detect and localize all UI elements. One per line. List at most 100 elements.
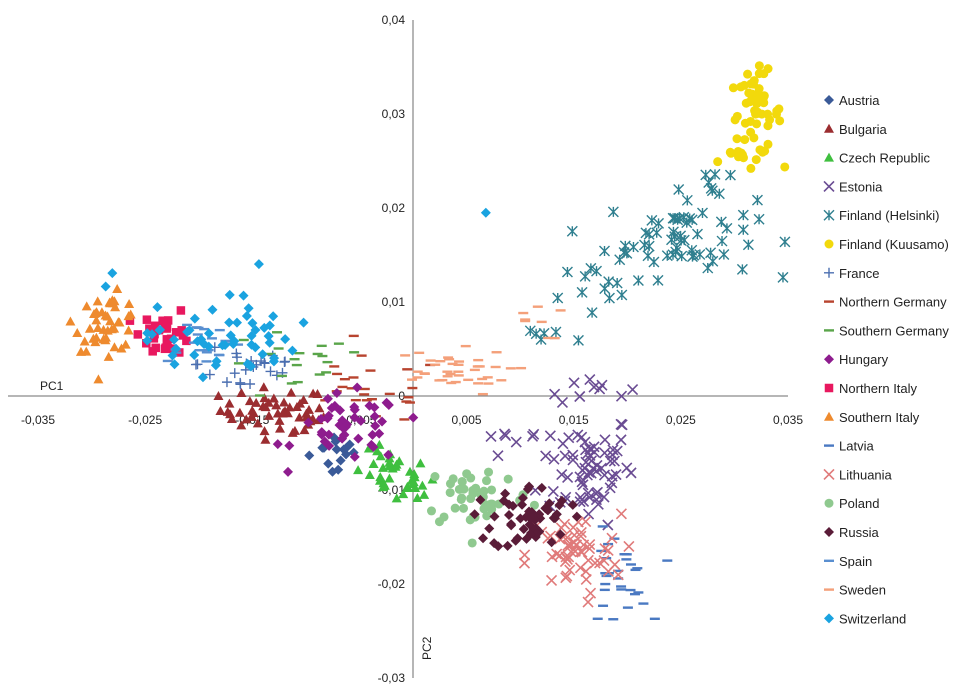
point-czech-republic bbox=[404, 466, 415, 476]
point-poland bbox=[482, 476, 492, 486]
point-lithuania bbox=[580, 516, 592, 528]
legend-label-northern-germany: Northern Germany bbox=[839, 295, 947, 310]
point-southern-italy bbox=[81, 301, 92, 311]
point-northern-italy bbox=[142, 315, 152, 324]
point-lithuania bbox=[565, 538, 577, 550]
point-northern-germany bbox=[350, 398, 361, 402]
point-poland bbox=[468, 489, 478, 499]
point-sweden bbox=[453, 370, 464, 373]
point-latvia bbox=[608, 618, 619, 621]
point-hungary bbox=[408, 412, 419, 423]
point-southern-italy bbox=[109, 296, 120, 306]
point-hungary bbox=[383, 449, 394, 460]
legend-item-spain: Spain bbox=[824, 554, 872, 569]
point-czech-republic bbox=[410, 482, 421, 492]
point-hungary bbox=[284, 440, 295, 451]
point-finland-helsinki bbox=[713, 188, 725, 200]
point-hungary bbox=[368, 442, 379, 453]
point-southern-germany bbox=[291, 363, 302, 367]
point-switzerland bbox=[217, 340, 228, 351]
point-sweden bbox=[414, 351, 425, 355]
point-southern-italy bbox=[92, 296, 103, 306]
point-russia bbox=[489, 538, 500, 549]
point-switzerland bbox=[246, 339, 257, 350]
point-estonia bbox=[591, 459, 603, 472]
point-russia bbox=[571, 511, 582, 522]
point-russia bbox=[517, 492, 528, 503]
point-southern-italy bbox=[91, 332, 102, 342]
point-czech-republic bbox=[415, 458, 426, 468]
point-russia bbox=[517, 499, 528, 510]
point-bulgaria bbox=[303, 404, 314, 414]
y-tick-label: -0,03 bbox=[378, 671, 406, 684]
point-switzerland bbox=[224, 317, 235, 328]
point-switzerland bbox=[155, 324, 166, 335]
legend-marker-bulgaria bbox=[824, 123, 834, 133]
point-bulgaria bbox=[234, 407, 245, 417]
point-bulgaria bbox=[226, 413, 237, 423]
point-sweden bbox=[520, 318, 531, 321]
point-finland-helsinki bbox=[667, 249, 679, 261]
point-finland-helsinki bbox=[591, 265, 603, 277]
point-estonia bbox=[610, 469, 622, 481]
point-bulgaria bbox=[236, 387, 247, 397]
point-northern-italy bbox=[178, 331, 188, 340]
point-finland-helsinki bbox=[694, 248, 706, 260]
legend-label-france: France bbox=[839, 266, 879, 281]
point-lithuania bbox=[599, 543, 611, 555]
point-finland-kuusamo bbox=[754, 84, 764, 94]
point-northern-germany bbox=[403, 396, 414, 399]
point-northern-italy bbox=[158, 316, 167, 326]
x-axis-title: PC1 bbox=[40, 379, 64, 393]
legend-marker-poland bbox=[824, 498, 834, 508]
point-austria bbox=[344, 439, 355, 450]
point-russia bbox=[555, 529, 566, 540]
point-czech-republic bbox=[378, 462, 389, 472]
x-tick-label: 0,005 bbox=[452, 413, 482, 427]
point-finland-helsinki bbox=[550, 326, 562, 338]
point-northern-italy bbox=[150, 321, 160, 331]
point-finland-helsinki bbox=[607, 206, 619, 218]
point-france bbox=[204, 369, 215, 380]
point-spain bbox=[191, 326, 202, 329]
point-france bbox=[265, 366, 276, 377]
legend-item-sweden: Sweden bbox=[824, 583, 886, 598]
point-sweden bbox=[454, 360, 465, 363]
point-northern-italy bbox=[149, 334, 159, 343]
point-latvia bbox=[596, 549, 607, 553]
point-lithuania bbox=[594, 557, 606, 569]
point-hungary bbox=[316, 413, 327, 424]
point-northern-italy bbox=[125, 316, 135, 325]
legend-item-northern-italy: Northern Italy bbox=[824, 381, 918, 396]
point-austria bbox=[304, 450, 315, 461]
point-latvia bbox=[613, 577, 624, 580]
point-hungary bbox=[326, 403, 337, 414]
point-estonia bbox=[606, 470, 618, 482]
point-northern-germany bbox=[348, 376, 359, 379]
point-southern-germany bbox=[349, 351, 360, 354]
legend-label-austria: Austria bbox=[839, 93, 880, 108]
point-estonia bbox=[568, 377, 580, 389]
point-bulgaria bbox=[314, 403, 325, 413]
point-lithuania bbox=[602, 544, 614, 556]
point-russia bbox=[536, 482, 547, 493]
point-lithuania bbox=[609, 559, 621, 571]
point-switzerland bbox=[225, 330, 236, 341]
point-poland bbox=[448, 474, 458, 484]
point-spain bbox=[214, 353, 225, 357]
legend-label-finland-kuusamo: Finland (Kuusamo) bbox=[839, 237, 949, 252]
point-switzerland bbox=[245, 361, 256, 372]
point-finland-helsinki bbox=[702, 262, 714, 274]
point-sweden bbox=[425, 359, 436, 362]
point-spain bbox=[192, 333, 203, 336]
point-finland-helsinki bbox=[632, 275, 644, 287]
point-southern-germany bbox=[314, 373, 325, 376]
point-austria bbox=[335, 455, 346, 466]
point-czech-republic bbox=[379, 480, 390, 490]
legend-marker-finland-kuusamo bbox=[824, 239, 834, 249]
point-hungary bbox=[349, 402, 360, 413]
point-finland-helsinki bbox=[737, 224, 749, 236]
point-switzerland bbox=[253, 259, 264, 270]
point-russia bbox=[544, 498, 555, 509]
legend-item-france: France bbox=[824, 266, 879, 281]
